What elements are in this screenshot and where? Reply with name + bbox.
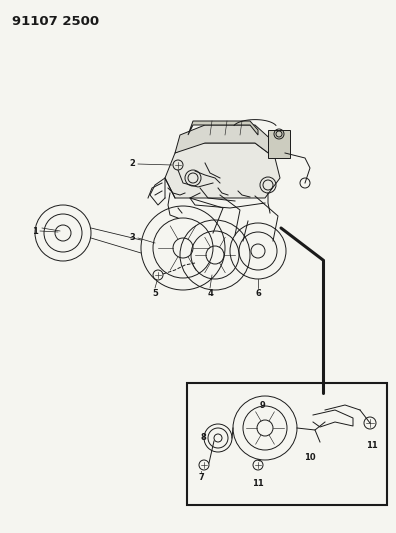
Text: 11: 11	[366, 440, 378, 449]
Polygon shape	[165, 143, 280, 198]
Text: 8: 8	[200, 433, 206, 442]
Text: 5: 5	[152, 288, 158, 297]
Polygon shape	[175, 125, 275, 158]
Text: 7: 7	[198, 472, 204, 481]
Text: 10: 10	[304, 454, 316, 463]
Text: 91107 2500: 91107 2500	[12, 15, 99, 28]
Bar	[268, 130, 290, 158]
Text: 6: 6	[255, 288, 261, 297]
Text: 9: 9	[259, 400, 265, 409]
Text: 3: 3	[129, 233, 135, 243]
Text: 4: 4	[207, 288, 213, 297]
Polygon shape	[188, 121, 258, 135]
Text: 2: 2	[129, 159, 135, 168]
Bar	[187, 383, 387, 505]
Text: 11: 11	[252, 479, 264, 488]
Text: 1: 1	[32, 227, 38, 236]
